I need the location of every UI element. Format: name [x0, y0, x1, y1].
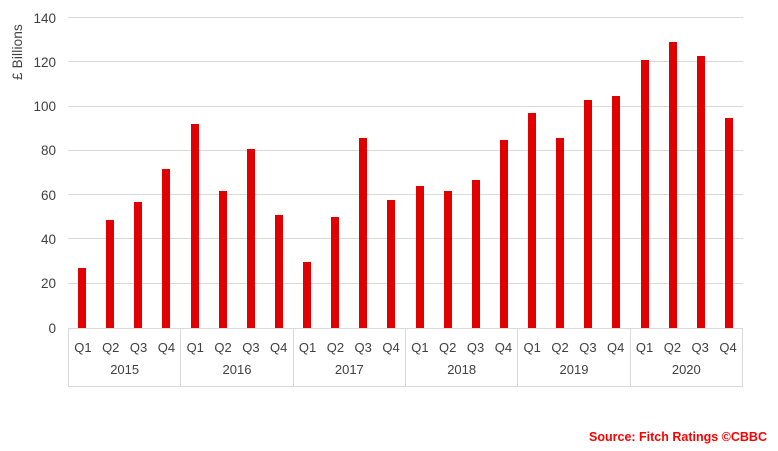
- quarter-label: Q1: [186, 339, 204, 355]
- gridline: [68, 17, 743, 18]
- year-label: 2015: [110, 362, 140, 377]
- quarter-label: Q2: [551, 339, 569, 355]
- bar-2017-Q4: [387, 199, 396, 328]
- quarter-label: Q2: [439, 339, 457, 355]
- quarter-label: Q3: [129, 339, 148, 355]
- quarter-label: Q1: [411, 339, 429, 355]
- quarter-label: Q1: [635, 339, 654, 355]
- bar-2019-Q4: [612, 95, 621, 328]
- quarter-label: Q4: [494, 339, 513, 355]
- y-tick-label: 120: [33, 54, 56, 70]
- quarter-label: Q3: [354, 339, 372, 355]
- bar-2015-Q2: [106, 219, 115, 328]
- source-credit: Source: Fitch Ratings ©CBBC: [589, 430, 767, 444]
- y-tick-label: 100: [33, 98, 56, 114]
- year-group-2015: Q1 Q2 Q3 Q4 2015: [69, 329, 180, 386]
- year-label: 2020: [671, 362, 701, 377]
- gridline: [68, 282, 743, 284]
- y-axis-ticks: 0 20 40 60 80 100 120 140: [0, 11, 56, 334]
- quarter-label: Q2: [326, 339, 345, 355]
- gridline: [68, 61, 743, 63]
- quarter-label: Q1: [523, 339, 541, 355]
- plot-area: [68, 17, 743, 329]
- gridline: [68, 105, 743, 107]
- quarter-label: Q4: [157, 339, 176, 355]
- quarter-label-row: Q1 Q2 Q3 Q4: [69, 338, 180, 356]
- bar-2015-Q3: [134, 201, 143, 328]
- year-group-2019: Q1 Q2 Q3 Q4 2019: [517, 329, 629, 386]
- y-tick-label: 140: [33, 10, 56, 26]
- bar-2018-Q3: [471, 179, 480, 328]
- x-axis: Q1 Q2 Q3 Q4 2015 Q1 Q2 Q3 Q4 2016 Q1 Q2 Q3 Q4 2017 Q1 Q2…: [68, 328, 743, 387]
- quarter-label: Q4: [382, 339, 400, 355]
- quarter-label: Q3: [466, 339, 485, 355]
- year-group-2020: Q1 Q2 Q3 Q4 2020: [629, 329, 742, 386]
- quarter-label-row: Q1 Q2 Q3 Q4: [181, 338, 292, 356]
- quarter-label-row: Q1 Q2 Q3 Q4: [518, 338, 629, 356]
- quarter-label: Q4: [270, 339, 288, 355]
- quarter-label: Q2: [663, 339, 682, 355]
- bar-2018-Q2: [443, 190, 452, 328]
- bar-2016-Q2: [218, 190, 227, 328]
- gridline: [68, 194, 743, 196]
- bar-2015-Q4: [162, 168, 171, 328]
- year-group-2018: Q1 Q2 Q3 Q4 2018: [404, 329, 517, 386]
- bar-2020-Q2: [668, 42, 677, 328]
- y-tick-label: 60: [40, 187, 56, 203]
- bar-2016-Q4: [274, 215, 283, 328]
- quarter-label: Q3: [579, 339, 597, 355]
- bar-2017-Q1: [303, 261, 312, 328]
- bar-2018-Q1: [415, 186, 424, 328]
- y-tick-label: 20: [40, 275, 56, 291]
- quarter-label: Q2: [214, 339, 232, 355]
- bar-2019-Q2: [556, 137, 565, 328]
- quarter-label-row: Q1 Q2 Q3 Q4: [294, 338, 405, 356]
- year-label: 2018: [447, 362, 477, 377]
- bar-2015-Q1: [78, 268, 87, 328]
- quarter-label-row: Q1 Q2 Q3 Q4: [631, 338, 742, 356]
- bar-2019-Q1: [528, 113, 537, 328]
- bar-2017-Q3: [359, 137, 368, 328]
- bar-2020-Q1: [640, 60, 649, 328]
- quarter-label: Q1: [74, 339, 92, 355]
- year-label: 2019: [559, 362, 589, 377]
- y-tick-label: 0: [48, 320, 56, 336]
- quarter-label: Q2: [102, 339, 120, 355]
- year-label: 2017: [334, 362, 364, 377]
- y-tick-label: 80: [40, 143, 56, 159]
- quarter-label: Q4: [607, 339, 625, 355]
- quarter-label: Q3: [691, 339, 709, 355]
- year-label: 2016: [222, 362, 252, 377]
- gridline: [68, 149, 743, 151]
- quarter-label-row: Q1 Q2 Q3 Q4: [406, 338, 517, 356]
- bar-2016-Q3: [246, 148, 255, 328]
- gridline: [68, 238, 743, 240]
- bar-2019-Q3: [584, 99, 593, 328]
- bar-2018-Q4: [499, 139, 508, 328]
- quarter-label: Q3: [242, 339, 260, 355]
- bar-2020-Q3: [696, 55, 705, 328]
- bar-2017-Q2: [331, 217, 340, 328]
- y-tick-label: 40: [40, 231, 56, 247]
- year-group-2017: Q1 Q2 Q3 Q4 2017: [292, 329, 405, 386]
- bar-2016-Q1: [190, 124, 199, 328]
- bar-2020-Q4: [724, 117, 733, 328]
- year-group-2016: Q1 Q2 Q3 Q4 2016: [180, 329, 292, 386]
- quarter-label: Q4: [719, 339, 737, 355]
- quarter-label: Q1: [298, 339, 317, 355]
